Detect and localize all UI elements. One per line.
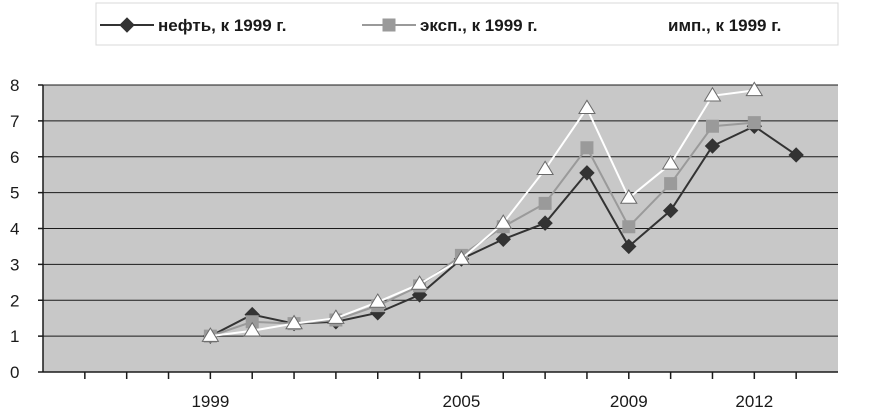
data-point	[705, 119, 719, 133]
data-point	[285, 314, 303, 330]
data-point	[747, 116, 761, 130]
legend-label-import: имп., к 1999 г.	[668, 16, 781, 35]
data-point	[622, 220, 636, 234]
x-tick-label: 2009	[610, 392, 648, 411]
y-tick-label: 3	[10, 255, 19, 274]
x-tick-label: 2005	[443, 392, 481, 411]
data-point	[536, 160, 554, 176]
data-point	[662, 202, 679, 219]
legend: нефть, к 1999 г. эксп., к 1999 г. имп., …	[100, 16, 781, 35]
y-tick-label: 1	[10, 327, 19, 346]
legend-marker-diamond	[119, 17, 135, 33]
data-point	[661, 154, 680, 170]
legend-marker-square	[382, 18, 396, 32]
data-point	[201, 327, 220, 342]
legend-entry-import: имп., к 1999 г.	[610, 16, 781, 35]
legend-entry-oil: нефть, к 1999 г.	[100, 16, 286, 35]
legend-box	[95, 2, 839, 46]
legend-entry-export: эксп., к 1999 г.	[362, 16, 537, 35]
y-tick-label: 4	[10, 220, 19, 239]
y-tick-label: 7	[10, 112, 19, 131]
data-point	[494, 214, 513, 229]
legend-label-export: эксп., к 1999 г.	[420, 16, 537, 35]
legend-marker-triangle	[628, 16, 646, 31]
data-point	[243, 321, 262, 337]
data-point	[579, 165, 595, 181]
data-point	[704, 138, 721, 154]
x-tick-label: 2012	[735, 392, 773, 411]
x-tick-label: 1999	[191, 392, 229, 411]
data-point	[537, 215, 553, 231]
data-point	[538, 196, 552, 210]
data-point	[327, 309, 345, 324]
series-triangle	[201, 81, 764, 342]
axes: 0 1 2 3 4 5 6 7 8 1999 2005 2009 2012	[10, 76, 838, 411]
legend-label-oil: нефть, к 1999 г.	[158, 16, 286, 35]
data-point	[580, 141, 594, 155]
data-point	[368, 293, 387, 308]
gridlines	[43, 84, 838, 337]
y-tick-label: 2	[10, 291, 19, 310]
y-tick-label: 5	[10, 184, 19, 203]
data-point	[621, 238, 637, 255]
data-point	[619, 189, 638, 204]
y-tick-label: 6	[10, 148, 19, 167]
y-tick-label: 8	[10, 76, 19, 95]
data-point	[245, 315, 259, 329]
data-point	[788, 147, 804, 163]
data-point	[745, 81, 764, 97]
data-point	[495, 231, 511, 247]
data-point	[703, 86, 722, 102]
data-point	[664, 177, 678, 191]
data-point	[578, 99, 596, 115]
series-layer	[201, 81, 804, 344]
y-tick-label: 0	[10, 363, 19, 382]
data-point	[410, 275, 429, 290]
data-point	[452, 250, 471, 265]
